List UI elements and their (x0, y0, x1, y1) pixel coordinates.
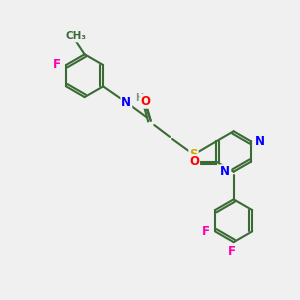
Text: F: F (228, 245, 236, 258)
Text: O: O (189, 155, 199, 168)
Text: CH₃: CH₃ (65, 32, 86, 41)
Text: S: S (189, 148, 198, 161)
Text: N: N (220, 165, 230, 178)
Text: F: F (202, 225, 210, 238)
Text: N: N (254, 135, 265, 148)
Text: F: F (52, 58, 61, 71)
Text: H: H (135, 93, 143, 103)
Text: O: O (140, 95, 150, 108)
Text: N: N (121, 96, 131, 109)
